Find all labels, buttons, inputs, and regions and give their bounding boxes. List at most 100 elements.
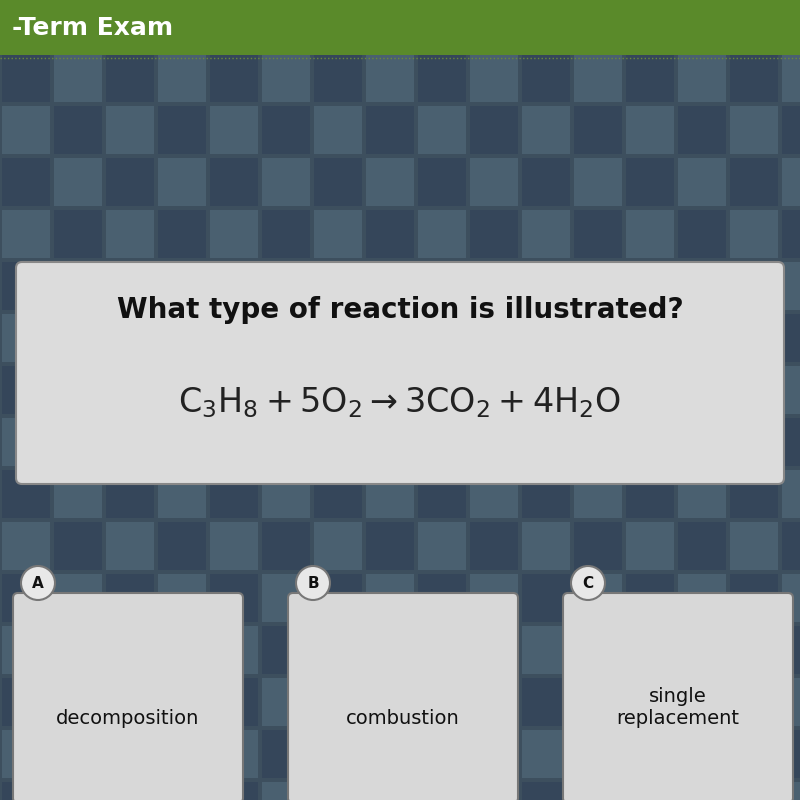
Bar [2, 626, 50, 674]
Bar [314, 678, 362, 726]
Bar [470, 522, 518, 570]
Bar [574, 782, 622, 800]
Bar [262, 418, 310, 466]
Bar [54, 210, 102, 258]
Bar [626, 262, 674, 310]
Bar [158, 2, 206, 50]
Bar [678, 782, 726, 800]
Bar [418, 54, 466, 102]
Bar [2, 782, 50, 800]
Text: decomposition: decomposition [56, 709, 200, 727]
Bar [574, 158, 622, 206]
Bar [2, 54, 50, 102]
Bar [730, 314, 778, 362]
Bar [314, 2, 362, 50]
Bar [210, 106, 258, 154]
Bar [106, 730, 154, 778]
Bar [678, 574, 726, 622]
Bar [782, 366, 800, 414]
Bar [470, 2, 518, 50]
Bar [626, 210, 674, 258]
Bar [106, 262, 154, 310]
Bar [626, 626, 674, 674]
Bar [106, 782, 154, 800]
Bar [522, 54, 570, 102]
Bar [418, 522, 466, 570]
Bar [470, 730, 518, 778]
Bar [782, 574, 800, 622]
Bar [366, 730, 414, 778]
Bar [418, 730, 466, 778]
Bar [522, 106, 570, 154]
Bar [210, 522, 258, 570]
Bar [730, 678, 778, 726]
Bar [2, 366, 50, 414]
Bar [782, 522, 800, 570]
Bar [54, 106, 102, 154]
Bar [210, 210, 258, 258]
Bar [106, 314, 154, 362]
Bar [574, 730, 622, 778]
Bar [314, 314, 362, 362]
Bar [158, 314, 206, 362]
Bar [782, 54, 800, 102]
Bar [210, 418, 258, 466]
Bar [106, 2, 154, 50]
Bar [522, 782, 570, 800]
Bar [314, 366, 362, 414]
Bar [418, 470, 466, 518]
Bar [626, 470, 674, 518]
Bar [210, 782, 258, 800]
Bar [262, 54, 310, 102]
Bar [366, 54, 414, 102]
Bar [106, 574, 154, 622]
Bar [418, 418, 466, 466]
Bar [366, 262, 414, 310]
Bar [574, 626, 622, 674]
Bar [678, 314, 726, 362]
Bar [782, 2, 800, 50]
Bar [782, 626, 800, 674]
Bar [366, 2, 414, 50]
Bar [522, 158, 570, 206]
Bar [54, 418, 102, 466]
Bar [2, 158, 50, 206]
Bar [730, 418, 778, 466]
Bar [2, 678, 50, 726]
Bar [262, 522, 310, 570]
Bar [782, 210, 800, 258]
Bar [158, 158, 206, 206]
Bar [314, 210, 362, 258]
Bar [158, 262, 206, 310]
Bar [0, 0, 800, 55]
Bar [366, 418, 414, 466]
Bar [54, 314, 102, 362]
Bar [730, 470, 778, 518]
Bar [678, 262, 726, 310]
Bar [54, 366, 102, 414]
Bar [730, 2, 778, 50]
Bar [522, 730, 570, 778]
Bar [522, 522, 570, 570]
Bar [314, 730, 362, 778]
Bar [54, 2, 102, 50]
Bar [262, 626, 310, 674]
Bar [574, 54, 622, 102]
Bar [366, 106, 414, 154]
Bar [366, 210, 414, 258]
Bar [730, 626, 778, 674]
Bar [574, 678, 622, 726]
Bar [522, 366, 570, 414]
Bar [314, 470, 362, 518]
Bar [210, 2, 258, 50]
Bar [262, 730, 310, 778]
Bar [314, 782, 362, 800]
Bar [522, 314, 570, 362]
Bar [678, 730, 726, 778]
Bar [106, 470, 154, 518]
Text: What type of reaction is illustrated?: What type of reaction is illustrated? [117, 296, 683, 324]
Bar [106, 418, 154, 466]
Text: B: B [307, 575, 319, 590]
Bar [366, 314, 414, 362]
Bar [54, 626, 102, 674]
